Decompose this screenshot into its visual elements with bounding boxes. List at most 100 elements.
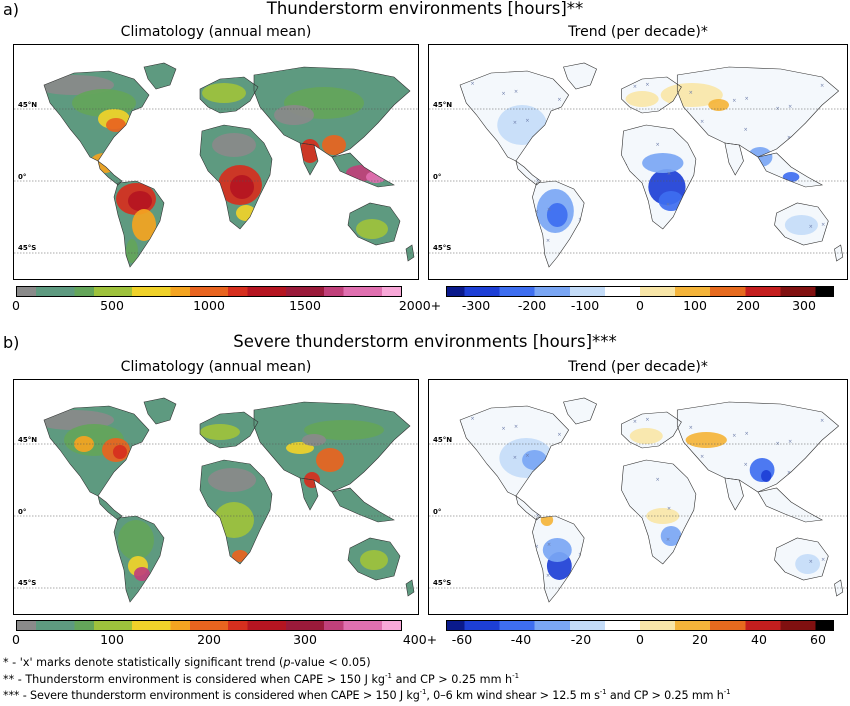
significance-mark: ×: [700, 119, 704, 125]
significance-mark: ×: [799, 468, 803, 474]
significance-mark: ×: [733, 237, 737, 243]
significance-mark: ×: [622, 194, 626, 200]
significance-mark: ×: [700, 454, 704, 460]
significance-mark: ×: [798, 499, 802, 505]
lat-45s-label: 45°S: [18, 244, 37, 252]
significance-mark: ×: [480, 172, 484, 178]
significance-mark: ×: [501, 426, 505, 432]
significance-mark: ×: [745, 431, 749, 437]
tick-label: 300: [792, 298, 816, 313]
tick-label: 200: [197, 632, 221, 647]
significance-mark: ×: [689, 90, 693, 96]
map-shading-region: [212, 133, 256, 157]
significance-mark: ×: [656, 477, 660, 483]
significance-mark: ×: [644, 448, 648, 454]
lat-0-label: 0°: [433, 508, 442, 516]
map-shading-region: [236, 205, 256, 221]
tick-label: 0: [636, 298, 644, 313]
lat-0-label: 0°: [433, 173, 442, 181]
significance-mark: ×: [787, 135, 791, 141]
tick-label: 2000+: [398, 298, 442, 313]
panel-a-climatology-map-svg: [14, 62, 418, 268]
significance-mark: ×: [766, 185, 770, 191]
continent-greenland: [563, 398, 597, 424]
tick-label: 500: [100, 298, 124, 313]
significance-mark: ×: [491, 201, 495, 207]
panel-a-climatology-colorbar: [16, 286, 402, 297]
panel-a-trend-colorbar: [446, 286, 834, 297]
map-shading-region: [316, 448, 344, 472]
map-shading-region: [106, 118, 126, 132]
significance-mark: ×: [689, 425, 693, 431]
significance-mark: ×: [556, 128, 560, 134]
significance-mark: ×: [524, 149, 528, 155]
tick-label: -300: [461, 298, 491, 313]
continent-nz: [834, 245, 843, 261]
significance-mark: ×: [656, 142, 660, 148]
significance-mark: ×: [535, 209, 539, 215]
significance-mark: ×: [821, 222, 825, 228]
significance-mark: ×: [710, 514, 714, 520]
significance-mark: ×: [831, 447, 835, 453]
significance-mark: ×: [580, 490, 584, 496]
significance-mark: ×: [590, 550, 594, 556]
significance-mark: ×: [602, 579, 606, 585]
map-shading-region: [685, 432, 727, 448]
tick-label: -60: [451, 632, 473, 647]
map-shading-region: [658, 191, 684, 211]
tick-label: 60: [810, 632, 826, 647]
significance-mark: ×: [546, 238, 550, 244]
significance-mark: ×: [612, 134, 616, 140]
tick-label: 400+: [402, 632, 438, 647]
lat-45n-label: 45°N: [18, 436, 38, 444]
tick-label: -40: [510, 632, 532, 647]
tick-label: -20: [570, 632, 592, 647]
map-shading-region: [784, 215, 818, 235]
significance-mark: ×: [481, 476, 485, 482]
map-shading-region: [90, 153, 118, 173]
tick-label: 1500: [289, 298, 321, 313]
map-shading-region: [202, 83, 246, 103]
continent-seasia: [332, 488, 394, 522]
significance-mark: ×: [580, 155, 584, 161]
significance-mark: ×: [645, 82, 649, 88]
continent-camerica: [515, 161, 541, 185]
continent-greenland: [563, 63, 597, 89]
significance-mark: ×: [635, 527, 639, 533]
significance-mark: ×: [602, 244, 606, 250]
map-shading-region: [132, 209, 156, 241]
continent-seasia: [757, 153, 823, 187]
significance-mark: ×: [667, 506, 671, 512]
lat-45n-label: 45°N: [433, 101, 453, 109]
lat-0-label: 0°: [18, 173, 27, 181]
continent-greenland: [144, 63, 176, 89]
significance-mark: ×: [535, 544, 539, 550]
significance-mark: ×: [699, 150, 703, 156]
panel-b-trend-title: Trend (per decade)*: [568, 359, 708, 375]
panel-b-climatology-ticks: 0 100 200 300 400+: [12, 632, 437, 650]
continent-asia: [677, 402, 839, 492]
continent-nz: [834, 580, 843, 596]
significance-mark: ×: [601, 105, 605, 111]
significance-mark: ×: [788, 439, 792, 445]
map-shading-region: [646, 508, 680, 524]
panel-a-climatology-title: Climatology (annual mean): [120, 24, 312, 40]
map-shading-region: [747, 147, 773, 167]
map-shading-region: [214, 502, 254, 538]
significance-mark: ×: [569, 461, 573, 467]
significance-mark: ×: [743, 462, 747, 468]
tick-label: 20: [692, 632, 708, 647]
significance-mark: ×: [547, 207, 551, 213]
significance-mark: ×: [579, 186, 583, 192]
significance-mark: ×: [569, 126, 573, 132]
map-shading-region: [782, 172, 800, 182]
significance-mark: ×: [667, 171, 671, 177]
significance-mark: ×: [777, 580, 781, 586]
map-shading-region: [642, 153, 684, 173]
map-shading-region: [546, 203, 568, 227]
significance-mark: ×: [513, 455, 517, 461]
panel-a-climatology-map: 45°N 0° 45°S: [13, 44, 419, 280]
significance-mark: ×: [514, 89, 518, 95]
significance-mark: ×: [810, 193, 814, 199]
significance-mark: ×: [492, 170, 496, 176]
